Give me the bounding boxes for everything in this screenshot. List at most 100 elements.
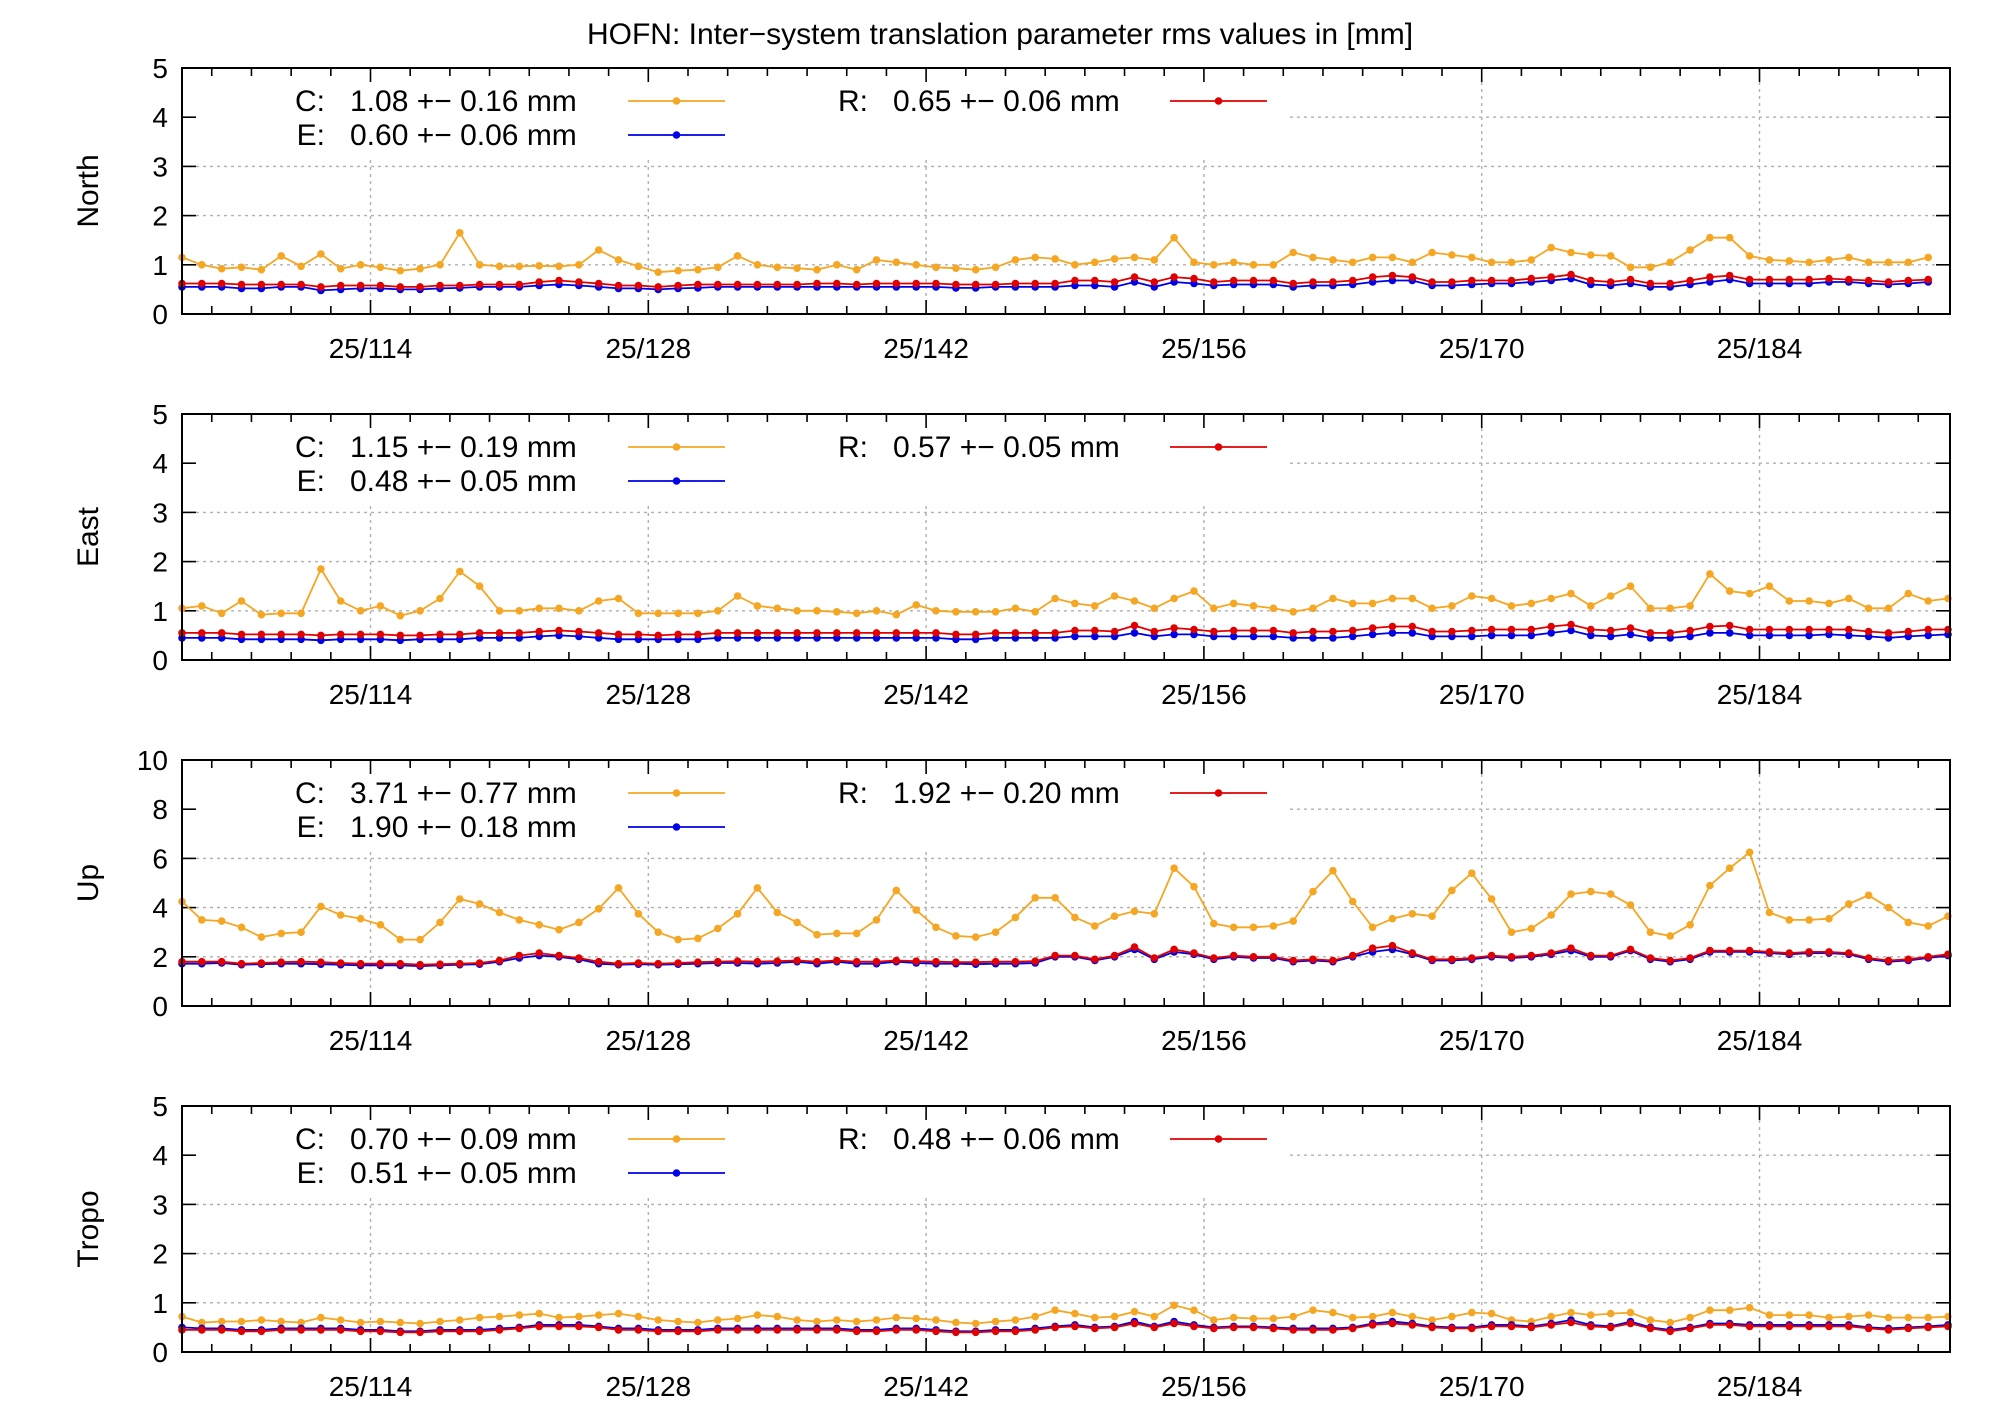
panel-east: 0 1 2 3 4 5 25/114 25/128 25/142 25/156 25/170 25/1… xyxy=(72,399,1952,710)
data-point-R xyxy=(1527,951,1536,960)
data-point-C xyxy=(257,933,266,941)
data-point-R xyxy=(1269,276,1278,285)
data-point-R xyxy=(1686,626,1694,635)
data-point-C xyxy=(1884,604,1893,613)
data-point-R xyxy=(733,629,742,637)
data-point-C xyxy=(991,1317,1000,1326)
data-point-C xyxy=(932,923,940,932)
data-point-R xyxy=(495,629,504,637)
data-point-C xyxy=(1150,604,1159,613)
data-point-C xyxy=(1329,1308,1337,1317)
data-point-R xyxy=(1428,278,1436,286)
data-point-R xyxy=(971,280,980,289)
data-point-R xyxy=(396,283,405,291)
data-point-C xyxy=(317,902,325,911)
data-point-C xyxy=(297,262,305,271)
data-point-R xyxy=(257,630,266,639)
data-point-R xyxy=(912,957,920,965)
data-point-R xyxy=(1071,626,1079,635)
data-point-R xyxy=(535,1322,543,1331)
legend-stat-R: 0.57 +− 0.05 mm xyxy=(893,431,1120,464)
data-point-C xyxy=(376,1317,385,1326)
series-line-C xyxy=(181,567,1949,617)
data-point-R xyxy=(1448,955,1456,964)
data-point-R xyxy=(1725,271,1734,280)
data-point-C xyxy=(634,609,643,618)
data-point-C xyxy=(634,262,643,271)
data-point-R xyxy=(1210,1324,1218,1333)
data-point-C xyxy=(1725,233,1734,242)
legend: C: 1.08 +− 0.16 mm E: 0.60 +− 0.06 mm R: 0.65… xyxy=(295,85,1267,152)
data-point-C xyxy=(1527,599,1536,608)
data-point-R xyxy=(297,1326,305,1334)
data-point-C xyxy=(1289,1312,1297,1321)
data-point-C xyxy=(1725,1306,1734,1314)
data-point-C xyxy=(1686,1313,1694,1322)
data-point-R xyxy=(575,278,583,286)
data-point-C xyxy=(674,609,682,618)
data-point-E xyxy=(1249,632,1258,641)
data-point-C xyxy=(1904,589,1913,598)
data-point-C xyxy=(1924,1313,1932,1322)
data-point-C xyxy=(714,1316,722,1324)
data-point-E xyxy=(1170,630,1178,639)
data-point-R xyxy=(1845,625,1853,634)
data-point-C xyxy=(1348,599,1357,608)
data-point-C xyxy=(833,261,841,269)
data-point-C xyxy=(336,597,345,605)
data-point-R xyxy=(495,280,504,289)
data-point-R xyxy=(1864,954,1873,962)
data-point-R xyxy=(1686,954,1694,962)
data-point-R xyxy=(198,279,206,288)
data-point-C xyxy=(714,924,722,933)
data-point-C xyxy=(317,250,325,258)
data-point-R xyxy=(1725,621,1734,630)
data-point-R xyxy=(1031,279,1039,288)
data-point-R xyxy=(1408,622,1417,631)
data-point-R xyxy=(1289,1326,1297,1334)
data-point-R xyxy=(892,1326,901,1334)
data-point-R xyxy=(1825,274,1833,283)
data-point-C xyxy=(634,910,643,918)
data-point-C xyxy=(1190,1306,1198,1314)
data-point-R xyxy=(1210,954,1218,962)
data-point-C xyxy=(515,262,524,271)
data-point-C xyxy=(1666,1318,1674,1327)
data-point-C xyxy=(436,1317,444,1326)
legend-label-C: C: xyxy=(295,85,325,118)
data-point-R xyxy=(1785,1322,1794,1331)
data-point-C xyxy=(1289,248,1297,257)
data-point-R xyxy=(257,280,266,289)
data-point-C xyxy=(1289,608,1297,616)
data-point-C xyxy=(1904,918,1913,927)
data-point-C xyxy=(1745,848,1754,857)
data-point-C xyxy=(277,252,286,260)
data-point-R xyxy=(1587,1322,1595,1331)
y-tick-label: 5 xyxy=(152,53,168,84)
data-point-C xyxy=(1626,582,1635,590)
data-point-C xyxy=(575,1312,583,1321)
data-point-C xyxy=(1130,253,1139,262)
x-tick-label: 25/114 xyxy=(329,1371,413,1400)
data-point-R xyxy=(1825,948,1833,956)
data-point-C xyxy=(1825,1313,1833,1322)
data-point-R xyxy=(773,957,782,965)
data-point-C xyxy=(1269,922,1278,930)
data-point-R xyxy=(198,629,206,637)
data-point-C xyxy=(575,261,583,269)
data-point-R xyxy=(1348,951,1357,960)
data-point-R xyxy=(1507,1322,1516,1331)
data-point-R xyxy=(773,629,782,637)
data-point-C xyxy=(336,911,345,919)
data-point-C xyxy=(1428,248,1436,257)
data-point-C xyxy=(1805,597,1813,605)
data-point-R xyxy=(1130,1319,1139,1328)
data-point-C xyxy=(1845,1312,1853,1321)
legend-stat-C: 1.15 +− 0.19 mm xyxy=(350,431,577,464)
data-point-C xyxy=(1309,253,1317,262)
data-point-E xyxy=(1805,631,1813,640)
legend-label-E: E: xyxy=(297,465,325,498)
legend-marker-E xyxy=(672,477,681,485)
data-point-R xyxy=(1170,1319,1178,1328)
data-point-R xyxy=(952,1328,960,1337)
